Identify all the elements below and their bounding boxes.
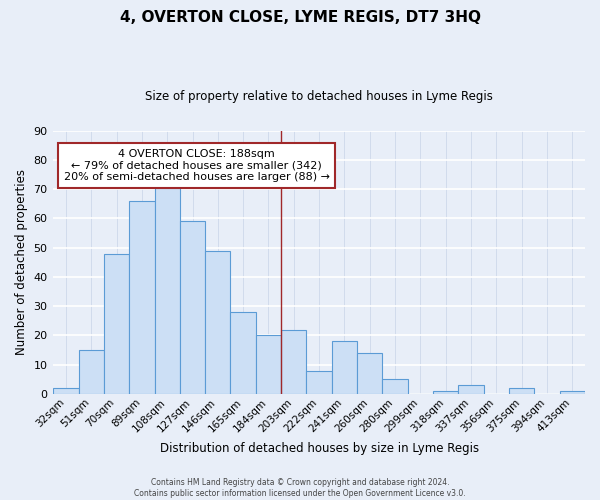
Text: 4, OVERTON CLOSE, LYME REGIS, DT7 3HQ: 4, OVERTON CLOSE, LYME REGIS, DT7 3HQ [119,10,481,25]
Bar [560,391,585,394]
Y-axis label: Number of detached properties: Number of detached properties [15,170,28,356]
Text: 4 OVERTON CLOSE: 188sqm
← 79% of detached houses are smaller (342)
20% of semi-d: 4 OVERTON CLOSE: 188sqm ← 79% of detache… [64,149,330,182]
Bar [332,342,357,394]
Bar [129,201,155,394]
Bar [357,353,382,394]
Bar [79,350,104,394]
Text: Contains HM Land Registry data © Crown copyright and database right 2024.
Contai: Contains HM Land Registry data © Crown c… [134,478,466,498]
Bar [104,254,129,394]
Bar [256,336,281,394]
Bar [155,184,180,394]
X-axis label: Distribution of detached houses by size in Lyme Regis: Distribution of detached houses by size … [160,442,479,455]
Title: Size of property relative to detached houses in Lyme Regis: Size of property relative to detached ho… [145,90,493,103]
Bar [307,370,332,394]
Bar [433,391,458,394]
Bar [509,388,535,394]
Bar [230,312,256,394]
Bar [281,330,307,394]
Bar [180,222,205,394]
Bar [382,380,408,394]
Bar [205,250,230,394]
Bar [53,388,79,394]
Bar [458,385,484,394]
